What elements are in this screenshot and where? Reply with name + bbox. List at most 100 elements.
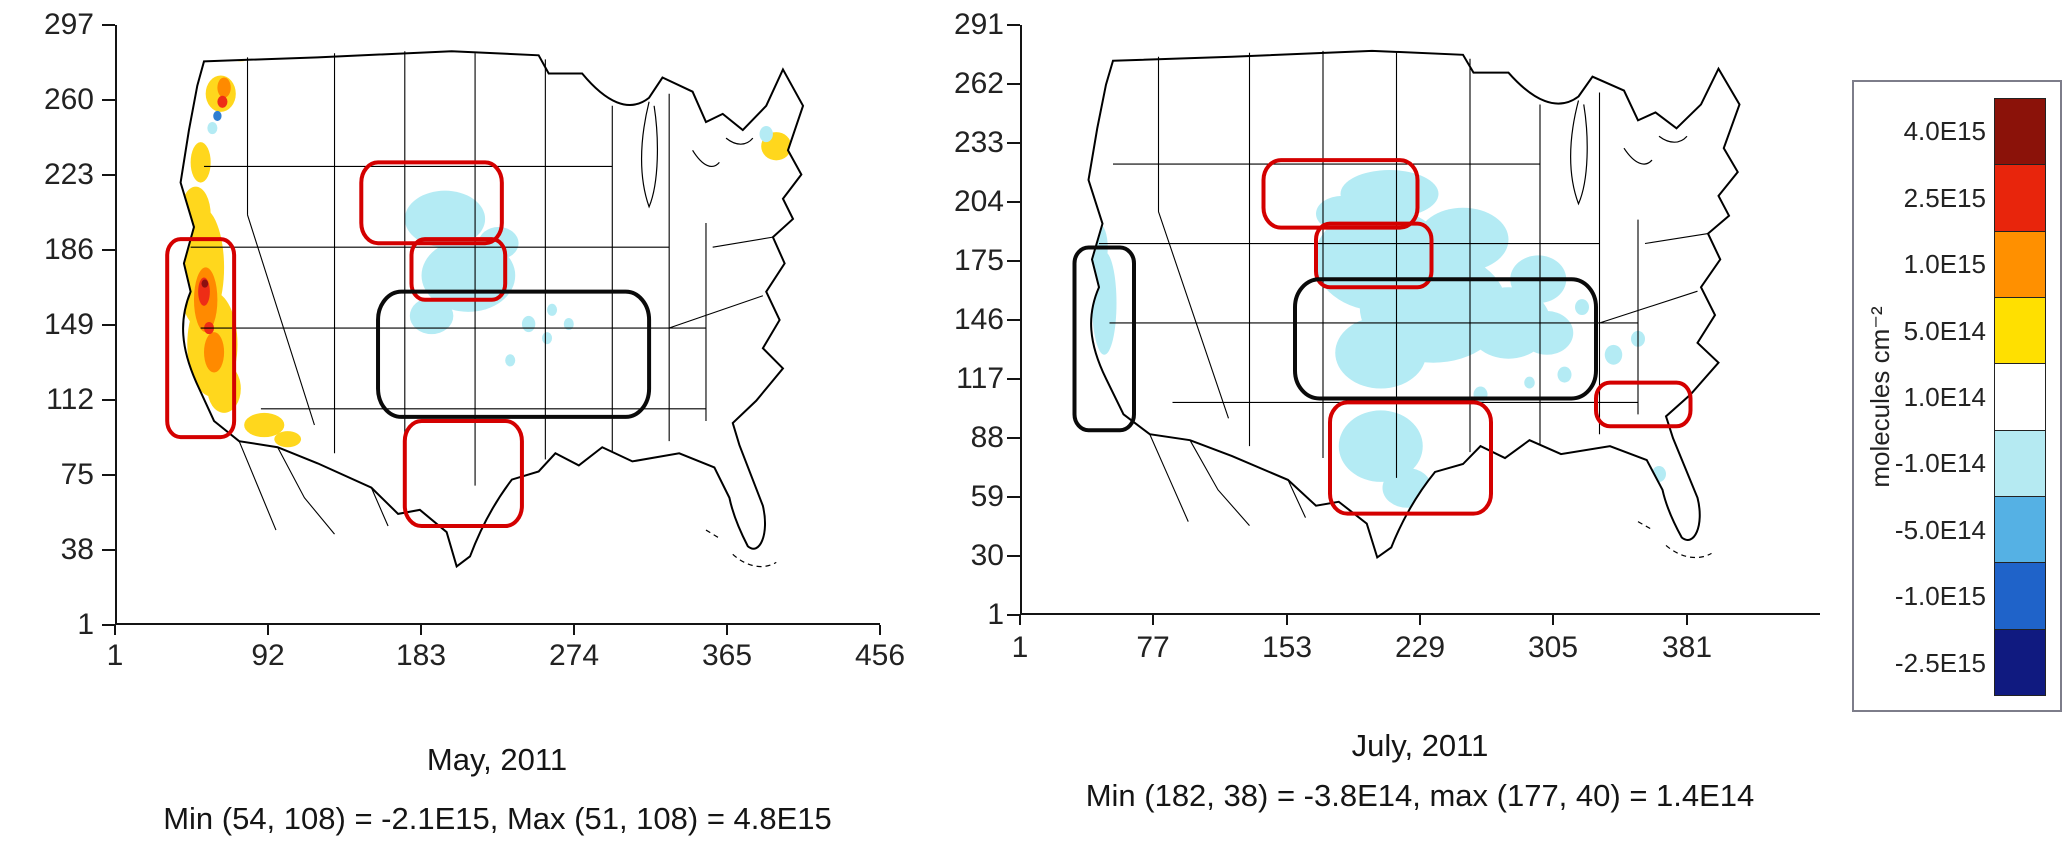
panel-title-may: May, 2011 — [426, 742, 568, 777]
x-tick-label: 153 — [1261, 631, 1313, 664]
x-tick-label: 305 — [1527, 631, 1579, 664]
us-map-july — [1022, 25, 1820, 613]
colorbar-swatch — [1995, 628, 2045, 695]
x-tick-mark — [1286, 615, 1288, 625]
y-tick-mark — [1007, 260, 1020, 262]
x-tick-label: 381 — [1661, 631, 1713, 664]
colorbar: molecules cm⁻² 4.0E15 2.5E15 1.0E15 5.0E… — [1852, 80, 2062, 712]
x-tick-mark — [420, 625, 422, 635]
x-tick-label: 365 — [701, 639, 753, 672]
highlight-box-texas-red — [1330, 402, 1491, 513]
x-tick-mark — [1552, 615, 1554, 625]
highlight-box-northern-plains-red — [361, 162, 502, 243]
y-tick-label: 112 — [46, 383, 94, 416]
highlight-box-carolinas-red — [1596, 383, 1691, 427]
y-tick-mark — [1007, 24, 1020, 26]
x-tick-label: 1 — [1011, 631, 1029, 664]
y-tick-mark — [1007, 201, 1020, 203]
x-tick-mark — [879, 625, 881, 635]
y-tick-label: 1 — [987, 598, 1004, 631]
colorbar-level-label: -5.0E14 — [1894, 515, 1986, 545]
colorbar-swatch — [1995, 99, 2045, 165]
y-tick-label: 75 — [60, 458, 94, 491]
x-tick-mark — [1152, 615, 1154, 625]
y-tick-label: 175 — [953, 244, 1004, 277]
y-tick-mark — [1007, 319, 1020, 321]
y-tick-label: 149 — [43, 308, 94, 341]
colorbar-level-label: 5.0E14 — [1903, 316, 1986, 346]
y-tick-mark — [102, 249, 115, 251]
colorbar-swatch — [1995, 164, 2045, 231]
highlight-box-midwest-black — [1295, 279, 1596, 398]
us-map-may — [117, 25, 880, 623]
colorbar-level-label: 1.0E15 — [1903, 249, 1986, 279]
y-tick-label: 223 — [43, 158, 94, 191]
colorbar-swatch — [1995, 495, 2045, 563]
y-tick-label: 1 — [77, 608, 94, 641]
anomaly-shading-july — [1090, 170, 1666, 508]
y-tick-label: 38 — [60, 533, 94, 566]
y-tick-mark — [1007, 142, 1020, 144]
highlight-box-dakotas-minnesota-red — [1316, 224, 1432, 288]
y-tick-mark — [102, 324, 115, 326]
colorbar-level-label: 4.0E15 — [1903, 116, 1986, 146]
highlight-box-california-red — [167, 239, 234, 437]
y-tick-label: 30 — [970, 539, 1004, 572]
x-tick-mark — [267, 625, 269, 635]
highlight-box-southern-plains-red — [405, 421, 522, 526]
colorbar-level-label: -1.0E14 — [1894, 448, 1986, 478]
highlight-box-midwest-black — [378, 292, 649, 417]
y-tick-mark — [1007, 437, 1020, 439]
y-tick-mark — [102, 474, 115, 476]
colorbar-swatch-column — [1994, 98, 2046, 696]
y-tick-mark — [102, 624, 115, 626]
y-tick-label: 262 — [953, 67, 1004, 100]
y-tick-label: 260 — [43, 83, 94, 116]
colorbar-level-label: 1.0E14 — [1903, 382, 1986, 412]
y-tick-mark — [1007, 496, 1020, 498]
highlight-box-dakotas-minnesota-red — [411, 239, 505, 300]
colorbar-level-label: -1.0E15 — [1894, 581, 1986, 611]
x-tick-label: 229 — [1394, 631, 1446, 664]
y-tick-label: 117 — [956, 362, 1004, 395]
y-tick-mark — [102, 399, 115, 401]
x-tick-label: 456 — [854, 639, 906, 672]
y-tick-label: 291 — [953, 8, 1004, 41]
y-tick-label: 233 — [953, 126, 1004, 159]
y-tick-mark — [1007, 614, 1020, 616]
plot-area-july — [1020, 25, 1820, 615]
y-tick-label: 204 — [953, 185, 1004, 218]
y-tick-mark — [102, 549, 115, 551]
y-tick-mark — [102, 174, 115, 176]
colorbar-swatch — [1995, 363, 2045, 430]
panel-caption-may: Min (54, 108) = -2.1E15, Max (51, 108) =… — [163, 801, 832, 836]
colorbar-swatch — [1995, 296, 2045, 364]
x-tick-mark — [573, 625, 575, 635]
x-tick-label: 92 — [251, 639, 285, 672]
panel-caption-july: Min (182, 38) = -3.8E14, max (177, 40) =… — [1085, 778, 1755, 813]
plot-area-may — [115, 25, 880, 625]
colorbar-level-label: -2.5E15 — [1894, 648, 1986, 678]
x-tick-label: 183 — [395, 639, 447, 672]
x-tick-mark — [1019, 615, 1021, 625]
y-tick-label: 88 — [970, 421, 1004, 454]
y-tick-mark — [102, 24, 115, 26]
y-tick-mark — [102, 99, 115, 101]
y-tick-mark — [1007, 83, 1020, 85]
highlight-box-california-black — [1075, 247, 1135, 430]
y-tick-mark — [1007, 555, 1020, 557]
colorbar-swatch — [1995, 230, 2045, 297]
colorbar-swatch — [1995, 562, 2045, 629]
colorbar-swatch — [1995, 429, 2045, 496]
panel-title-july: July, 2011 — [1351, 728, 1489, 763]
us-state-outlines — [181, 51, 803, 566]
y-tick-label: 186 — [43, 233, 94, 266]
x-tick-label: 1 — [106, 639, 124, 672]
colorbar-level-label: 2.5E15 — [1903, 183, 1986, 213]
x-tick-mark — [1686, 615, 1688, 625]
x-tick-mark — [726, 625, 728, 635]
x-tick-label: 274 — [548, 639, 600, 672]
highlight-box-northern-plains-red — [1264, 160, 1418, 228]
x-tick-mark — [1419, 615, 1421, 625]
